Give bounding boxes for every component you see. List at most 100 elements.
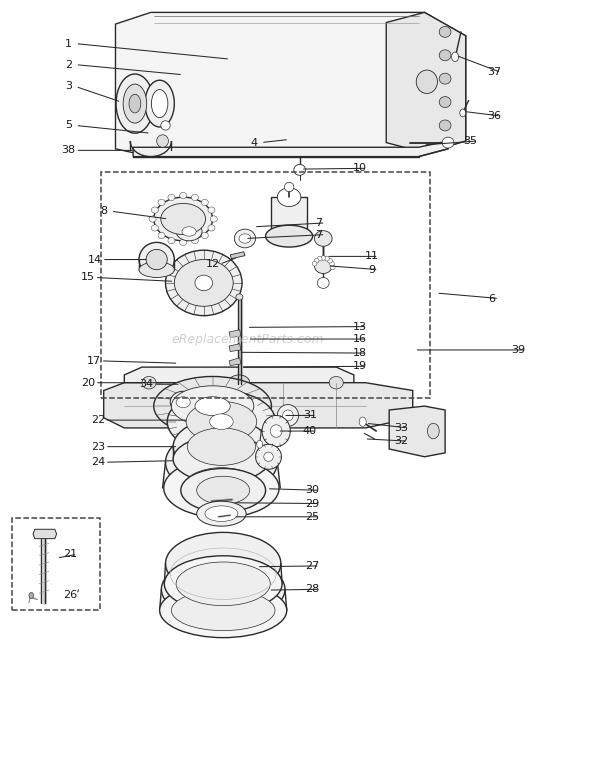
- Ellipse shape: [181, 469, 266, 512]
- Ellipse shape: [195, 397, 230, 415]
- Ellipse shape: [277, 405, 299, 426]
- Ellipse shape: [139, 242, 174, 276]
- Text: 6: 6: [489, 294, 496, 304]
- Ellipse shape: [154, 197, 212, 241]
- Ellipse shape: [210, 216, 217, 222]
- Ellipse shape: [294, 165, 306, 175]
- Text: 2: 2: [65, 59, 72, 70]
- Polygon shape: [33, 530, 57, 539]
- Ellipse shape: [330, 262, 335, 266]
- Polygon shape: [116, 12, 466, 157]
- Text: 23: 23: [91, 441, 105, 451]
- Text: 34: 34: [140, 380, 154, 389]
- Ellipse shape: [183, 468, 260, 508]
- Ellipse shape: [123, 84, 147, 123]
- Ellipse shape: [312, 262, 317, 266]
- Text: 32: 32: [394, 436, 408, 446]
- Ellipse shape: [146, 249, 168, 269]
- Ellipse shape: [166, 533, 281, 595]
- Ellipse shape: [116, 74, 154, 134]
- Ellipse shape: [255, 444, 281, 469]
- Polygon shape: [386, 12, 466, 153]
- Text: 30: 30: [306, 485, 320, 495]
- Text: 7: 7: [315, 230, 322, 240]
- Ellipse shape: [173, 436, 270, 483]
- Ellipse shape: [439, 120, 451, 131]
- Ellipse shape: [208, 225, 215, 231]
- Ellipse shape: [460, 109, 466, 117]
- Ellipse shape: [277, 187, 301, 206]
- Ellipse shape: [327, 259, 332, 263]
- Text: 24: 24: [91, 457, 105, 467]
- Bar: [12, 519, 100, 610]
- Text: 39: 39: [512, 345, 526, 355]
- Ellipse shape: [171, 386, 254, 426]
- Text: 1: 1: [65, 38, 72, 48]
- Ellipse shape: [161, 121, 170, 130]
- Text: 26: 26: [63, 590, 77, 600]
- Text: 4: 4: [250, 137, 257, 148]
- Ellipse shape: [208, 207, 215, 213]
- Bar: [101, 172, 430, 398]
- Text: eReplacementParts.com: eReplacementParts.com: [172, 333, 324, 346]
- Text: 37: 37: [487, 67, 501, 77]
- Polygon shape: [271, 197, 307, 236]
- Ellipse shape: [179, 239, 186, 245]
- Ellipse shape: [314, 230, 332, 246]
- Text: 9: 9: [368, 265, 375, 275]
- Ellipse shape: [165, 556, 282, 612]
- Ellipse shape: [179, 192, 186, 198]
- Ellipse shape: [314, 259, 319, 263]
- Ellipse shape: [317, 256, 322, 261]
- Polygon shape: [124, 367, 354, 398]
- Polygon shape: [229, 344, 241, 351]
- Text: 38: 38: [61, 145, 76, 155]
- Ellipse shape: [161, 203, 205, 234]
- Ellipse shape: [166, 250, 242, 316]
- Text: 20: 20: [81, 378, 95, 387]
- Ellipse shape: [170, 391, 196, 413]
- Ellipse shape: [314, 258, 332, 273]
- Text: 8: 8: [100, 206, 107, 216]
- Ellipse shape: [195, 275, 212, 291]
- Text: 14: 14: [88, 255, 102, 265]
- Ellipse shape: [257, 440, 263, 448]
- Text: 11: 11: [365, 251, 379, 262]
- Ellipse shape: [209, 414, 233, 430]
- Ellipse shape: [154, 376, 271, 436]
- Ellipse shape: [158, 233, 165, 239]
- Ellipse shape: [201, 199, 208, 205]
- Text: 28: 28: [306, 584, 320, 594]
- Polygon shape: [229, 358, 241, 366]
- Ellipse shape: [186, 401, 257, 442]
- Ellipse shape: [176, 222, 202, 241]
- Ellipse shape: [29, 593, 34, 599]
- Ellipse shape: [152, 90, 168, 118]
- Ellipse shape: [157, 135, 169, 148]
- Ellipse shape: [158, 199, 165, 205]
- Ellipse shape: [427, 423, 439, 439]
- Ellipse shape: [205, 506, 238, 522]
- Ellipse shape: [270, 425, 282, 437]
- Ellipse shape: [359, 417, 366, 426]
- Text: 29: 29: [306, 498, 320, 508]
- Ellipse shape: [168, 194, 175, 201]
- Ellipse shape: [262, 415, 290, 447]
- Ellipse shape: [201, 233, 208, 239]
- Ellipse shape: [176, 562, 270, 606]
- Text: 18: 18: [353, 348, 367, 358]
- Text: 12: 12: [205, 259, 219, 269]
- Ellipse shape: [174, 259, 233, 306]
- Ellipse shape: [239, 234, 251, 243]
- Polygon shape: [229, 330, 241, 337]
- Ellipse shape: [417, 70, 437, 94]
- Text: 16: 16: [353, 334, 367, 344]
- Ellipse shape: [321, 255, 326, 260]
- Ellipse shape: [284, 182, 294, 191]
- Ellipse shape: [451, 52, 458, 62]
- Ellipse shape: [264, 452, 273, 462]
- Ellipse shape: [162, 558, 285, 620]
- Polygon shape: [104, 383, 413, 428]
- Text: 35: 35: [463, 136, 477, 146]
- Polygon shape: [230, 251, 245, 259]
